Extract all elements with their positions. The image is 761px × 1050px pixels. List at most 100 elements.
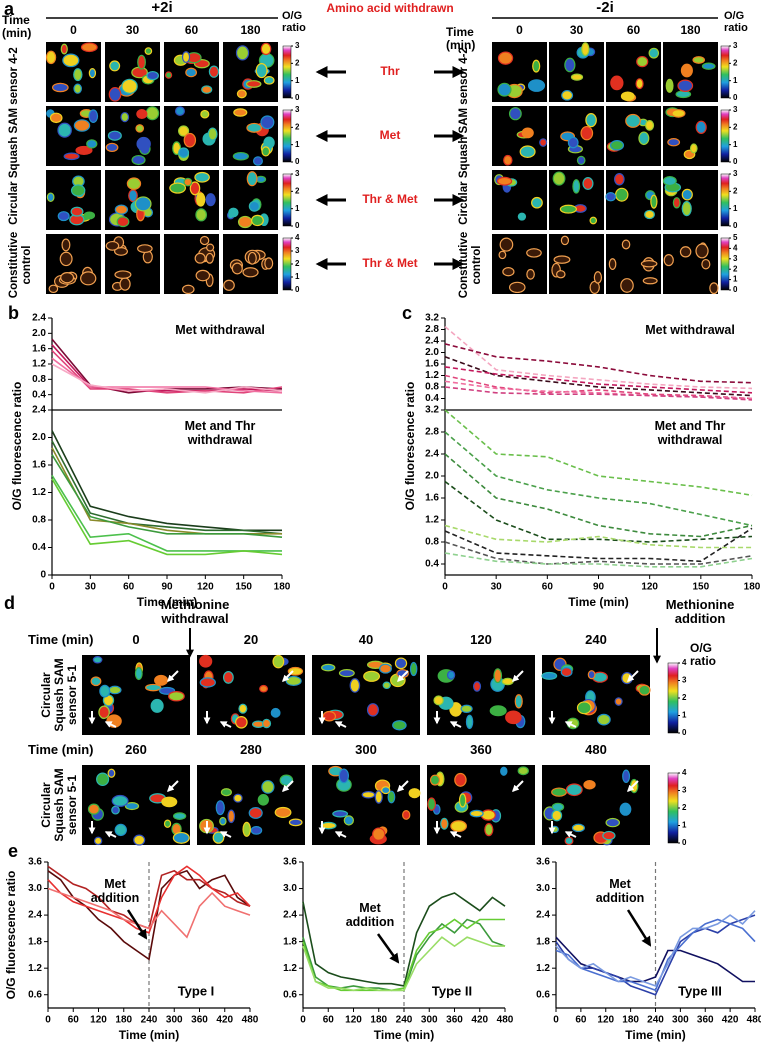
x-tick-label: 0 [300, 1015, 306, 1026]
time-point: 300 [355, 742, 377, 757]
withdrawn-label: Met [379, 128, 401, 142]
x-tick-label: 120 [641, 582, 658, 593]
cell [181, 284, 195, 295]
time-point: 0 [132, 632, 140, 647]
cell [270, 707, 281, 718]
colorbar-tick-label: 1 [733, 76, 738, 85]
y-axis-label: O/G fluorescence ratio [10, 382, 24, 511]
colorbar-tick-label: 2 [733, 186, 738, 195]
type-label: Type III [678, 983, 722, 998]
y-tick-label: 3.6 [536, 857, 550, 868]
x-tick-label: 90 [161, 582, 173, 593]
cell [260, 115, 275, 130]
colorbar-tick-label: 2 [295, 58, 300, 67]
cell [183, 177, 193, 187]
x-tick-label: 60 [575, 1015, 587, 1026]
cell [675, 90, 692, 99]
cell [178, 147, 190, 159]
cell [460, 704, 473, 713]
colorbar [667, 662, 679, 734]
colorbar-tick-label: 3 [733, 254, 738, 263]
cell [128, 189, 138, 203]
cell [394, 657, 408, 670]
cell [111, 805, 120, 815]
cell [88, 67, 97, 79]
colorbar-tick-label: 3 [682, 786, 687, 795]
cell [521, 127, 534, 139]
pointer-arrow [219, 831, 232, 838]
cell [505, 710, 522, 725]
row-label: Circular Squash SAM sensor 5-1 [39, 658, 80, 732]
cell [107, 130, 122, 141]
x-tick-label: 300 [421, 1015, 438, 1026]
cell [680, 63, 693, 78]
y-tick-label: 2.4 [32, 313, 46, 324]
cell [189, 181, 201, 196]
cell [199, 654, 213, 668]
time-point: 40 [358, 632, 374, 647]
pointer-arrow [397, 670, 409, 682]
cell [136, 109, 148, 120]
x-tick-label: 60 [323, 1015, 335, 1026]
y-tick-label: 0.4 [32, 389, 46, 400]
cell [183, 132, 197, 148]
cell [285, 675, 302, 686]
colorbar-tick-label: 1 [733, 275, 738, 284]
series-line [51, 478, 283, 556]
colorbar [282, 45, 292, 99]
cell [133, 834, 146, 846]
y-tick-label: 1.2 [283, 963, 297, 974]
y-tick-label: 2.0 [425, 471, 439, 482]
x-tick-label: 360 [191, 1015, 208, 1026]
cell [501, 677, 514, 686]
x-axis-label: Time (min) [119, 1028, 179, 1042]
cell [245, 80, 262, 88]
x-tick-label: 60 [542, 582, 554, 593]
colorbar-tick-label: 1 [295, 76, 300, 85]
cell [517, 212, 527, 221]
x-tick-label: 360 [697, 1015, 714, 1026]
cell [500, 766, 508, 776]
arrow [126, 909, 148, 940]
x-tick-label: 0 [442, 582, 448, 593]
pointer-arrow [104, 831, 117, 838]
cell [246, 122, 263, 133]
cell [679, 246, 692, 258]
cell [200, 109, 210, 119]
cell [689, 143, 698, 154]
cell [580, 125, 594, 141]
withdrawn-label: Thr [380, 64, 400, 78]
time-point: 280 [240, 742, 262, 757]
cell [46, 192, 55, 203]
series-line [444, 374, 753, 400]
cell [137, 54, 146, 70]
cell [559, 204, 577, 214]
cell [593, 271, 603, 284]
colorbar-tick-label: 0 [295, 93, 300, 102]
annotation: Met withdrawal [645, 323, 735, 337]
pointer-arrow [449, 831, 462, 838]
cell [199, 677, 216, 688]
cell [165, 71, 173, 79]
cell [236, 89, 247, 99]
y-tick-label: 0.6 [28, 989, 42, 1000]
cell [648, 47, 660, 59]
x-tick-label: 0 [553, 1015, 559, 1026]
cell [625, 113, 641, 128]
cell [571, 823, 586, 833]
colorbar-tick-label: 2 [295, 122, 300, 131]
cell [551, 787, 567, 797]
panel-label: e [8, 841, 19, 861]
cell [366, 703, 379, 717]
series-line [51, 454, 283, 538]
y-tick-label: 1.8 [28, 936, 42, 947]
cell [108, 685, 122, 695]
y-tick-label: 2.4 [425, 336, 439, 347]
cell [638, 131, 650, 146]
cell [614, 173, 625, 186]
series-line [444, 431, 753, 527]
y-tick-label: 3.6 [28, 857, 42, 868]
colorbar-tick-label: 1 [295, 272, 300, 281]
pointer-arrow [334, 831, 347, 838]
x-tick-label: 180 [744, 582, 761, 593]
